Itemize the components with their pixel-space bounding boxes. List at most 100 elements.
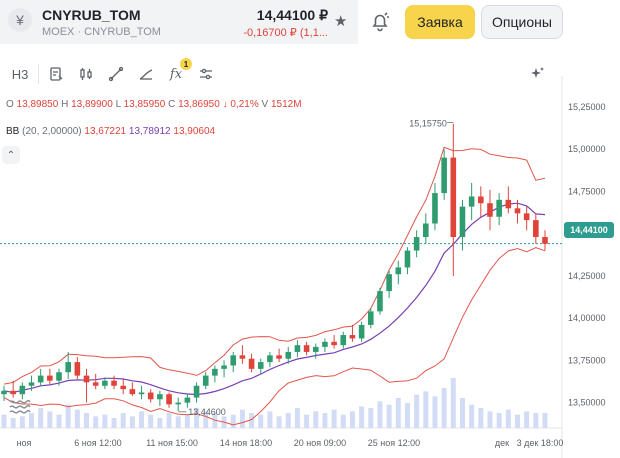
timeframe-button[interactable]: Н3 <box>11 66 29 82</box>
high-annotation: 15,15750 <box>409 119 447 129</box>
candle-body <box>157 394 163 400</box>
candle-body <box>10 390 16 395</box>
bollinger-legend[interactable]: BB (20, 2,00000) 13,67221 13,78912 13,90… <box>6 126 215 137</box>
candle-body <box>147 392 154 400</box>
candle-body <box>193 385 200 398</box>
collapse-legend-chevron-icon[interactable]: ⌃ <box>2 146 20 164</box>
indicator-count-badge: 1 <box>180 58 192 70</box>
candle-body <box>459 206 466 238</box>
x-tick-label: дек <box>495 438 509 448</box>
candle-body <box>166 394 172 405</box>
candle-body <box>28 382 35 386</box>
volume-bar <box>276 416 282 428</box>
volume-bar <box>322 413 328 428</box>
volume-bar <box>432 396 438 428</box>
volume-bar <box>423 391 429 428</box>
options-button[interactable]: Опционы <box>481 5 563 39</box>
volume-bar <box>230 414 236 428</box>
x-tick-label: 3 дек 18:00 <box>517 438 564 448</box>
volume-bar <box>157 418 163 428</box>
y-tick-label: 14,75000 <box>568 186 606 196</box>
volume-bar <box>74 409 80 428</box>
y-tick-label: 15,00000 <box>568 144 606 154</box>
candle-body <box>432 193 438 224</box>
candle-body <box>175 402 182 405</box>
volume-bar <box>65 404 71 428</box>
candle-body <box>514 208 521 214</box>
volume-bar <box>249 413 255 428</box>
candle-body <box>74 362 81 376</box>
x-tick-label: ноя <box>17 438 32 448</box>
indicators-fx-icon[interactable]: fx <box>169 66 183 82</box>
candle-body <box>505 199 512 209</box>
x-tick-label: 14 ноя 18:00 <box>220 438 272 448</box>
ohlc-legend: O 13,89850 H 13,89900 L 13,85950 C 13,86… <box>6 99 302 110</box>
bb-upper-line <box>3 146 546 385</box>
candle-body <box>239 355 246 359</box>
volume-bar <box>139 411 145 428</box>
candle-body <box>496 199 502 217</box>
candle-body <box>267 355 273 363</box>
magic-sparkle-icon[interactable] <box>524 60 552 88</box>
volume-bar <box>313 411 319 428</box>
candle-body <box>276 355 282 359</box>
candle-body <box>367 311 374 325</box>
volume-bar <box>331 409 337 428</box>
instrument-header: ¥ CNYRUB_TOM MOEX · CNYRUB_TOM 14,44100 … <box>0 0 620 44</box>
star-icon[interactable]: ★ <box>334 13 348 30</box>
candle-body <box>248 358 255 369</box>
ohlc-open-label: O <box>6 99 14 110</box>
bb-lower-line <box>3 247 546 426</box>
line-tool-icon[interactable] <box>102 60 130 88</box>
volume-bar <box>450 378 456 428</box>
volume-bar <box>84 413 90 428</box>
candle-body <box>221 365 227 369</box>
volume-bar <box>304 414 310 428</box>
y-tick-label: 13,50000 <box>568 398 606 408</box>
volume-bar <box>19 416 25 428</box>
ohlc-volume-label: V <box>261 99 269 110</box>
ticker-price: 14,44100 ₽ <box>256 7 328 23</box>
bb-label: BB <box>6 126 20 137</box>
candles-icon[interactable] <box>72 60 100 88</box>
chart-draw-icon[interactable] <box>42 60 70 88</box>
volume-bar <box>47 411 53 428</box>
alert-bell-icon[interactable] <box>368 10 392 34</box>
candle-body <box>404 250 411 268</box>
volume-bar <box>542 413 548 428</box>
candle-body <box>312 346 319 352</box>
volume-bar <box>1 414 7 428</box>
ohlc-change: ↓ 0,21% <box>222 99 259 110</box>
bb-lower-value: 13,67221 <box>84 126 127 137</box>
volume-bar <box>93 416 99 428</box>
volume-bar <box>129 416 135 428</box>
x-tick-label: 25 ноя 12:00 <box>368 438 420 448</box>
price-chart[interactable]: 15,2500015,0000014,7500014,5000014,25000… <box>0 76 620 458</box>
volume-bar <box>148 414 154 428</box>
bb-middle-line <box>3 202 546 396</box>
candle-body <box>138 392 145 395</box>
low-annotation: 13,44600 <box>188 407 226 417</box>
candle-body <box>37 375 44 383</box>
instrument-selector[interactable]: ¥ CNYRUB_TOM MOEX · CNYRUB_TOM 14,44100 … <box>0 0 358 44</box>
candle-body <box>212 368 218 376</box>
candle-body <box>83 375 90 383</box>
volume-bar <box>166 413 172 428</box>
ohlc-high-value: 13,89900 <box>71 99 113 110</box>
candle-body <box>478 196 484 204</box>
candle-body <box>19 385 26 395</box>
volume-bar <box>102 414 108 428</box>
candle-body <box>450 157 457 238</box>
candle-body <box>1 390 7 395</box>
settings-sliders-icon[interactable] <box>192 60 220 88</box>
volume-bar <box>496 413 502 428</box>
candle-body <box>65 362 71 373</box>
volume-bar <box>469 404 475 428</box>
candle-body <box>413 237 420 251</box>
y-tick-label: 14,00000 <box>568 313 606 323</box>
trend-icon[interactable] <box>132 60 160 88</box>
volume-bar <box>368 408 374 428</box>
currency-icon: ¥ <box>8 8 32 32</box>
order-button[interactable]: Заявка <box>405 5 475 39</box>
volume-bar <box>285 413 291 428</box>
